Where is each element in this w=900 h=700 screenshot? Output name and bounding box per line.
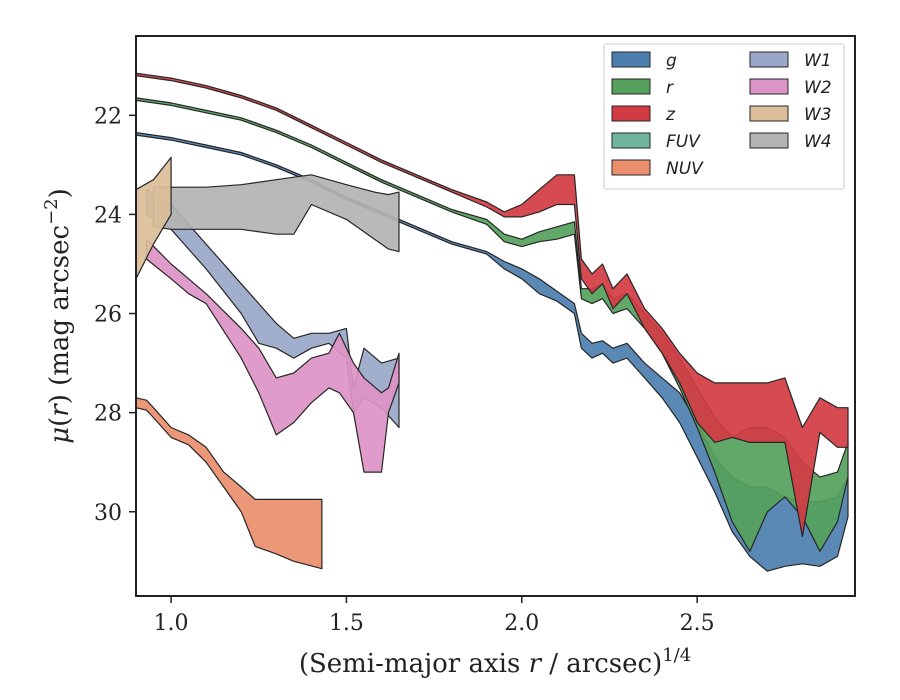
legend-swatch-W2 — [749, 78, 789, 95]
legend-swatch-W4 — [749, 132, 789, 149]
y-axis-label: μ(r) (mag arcsec−2) — [41, 188, 75, 444]
band-area-NUV — [136, 397, 323, 570]
band-areas — [136, 72, 849, 572]
legend-swatch-g — [611, 51, 651, 68]
y-tick-label: 24 — [94, 203, 122, 228]
legend-label-W2: W2 — [804, 78, 832, 98]
band-area-W3 — [136, 156, 172, 280]
legend-label-W1: W1 — [804, 51, 832, 71]
legend-swatch-z — [611, 105, 651, 122]
legend-swatch-NUV — [611, 159, 651, 176]
y-tick-label: 30 — [94, 501, 122, 526]
y-tick-label: 26 — [94, 303, 122, 328]
band-area-z — [136, 72, 849, 538]
band-area-r — [136, 97, 849, 553]
legend-label-W3: W3 — [804, 105, 832, 125]
band-area-W2 — [145, 238, 400, 473]
y-axis-ticks: 22 24 26 28 30 — [94, 104, 136, 526]
plot-frame — [135, 35, 856, 597]
x-axis-label: (Semi-major axis r / arcsec)1/4 — [299, 645, 691, 679]
band-area-g — [136, 132, 849, 572]
legend-swatch-FUV — [611, 132, 651, 149]
legend: grz FUV NUV W1 W2 W3 W4 — [603, 43, 845, 190]
y-tick-label: 22 — [94, 104, 122, 129]
legend-label-NUV: NUV — [666, 159, 704, 179]
band-area-W4 — [152, 174, 400, 253]
legend-swatch-W1 — [749, 51, 789, 68]
legend-label-r: r — [666, 78, 674, 98]
x-tick-label: 2.0 — [504, 611, 539, 636]
legend-label-W4: W4 — [804, 132, 832, 152]
legend-label-z: z — [665, 105, 676, 125]
legend-swatch-W3 — [749, 105, 789, 122]
legend-label-FUV: FUV — [666, 132, 701, 152]
x-tick-label: 1.0 — [154, 611, 189, 636]
x-tick-label: 2.5 — [680, 611, 715, 636]
x-tick-label: 1.5 — [329, 611, 364, 636]
legend-swatch-r — [611, 78, 651, 95]
band-area-W1 — [145, 189, 400, 429]
x-axis-ticks: 1.0 1.5 2.0 2.5 — [154, 596, 715, 636]
y-tick-label: 28 — [94, 402, 122, 427]
legend-label-g: g — [666, 51, 677, 71]
